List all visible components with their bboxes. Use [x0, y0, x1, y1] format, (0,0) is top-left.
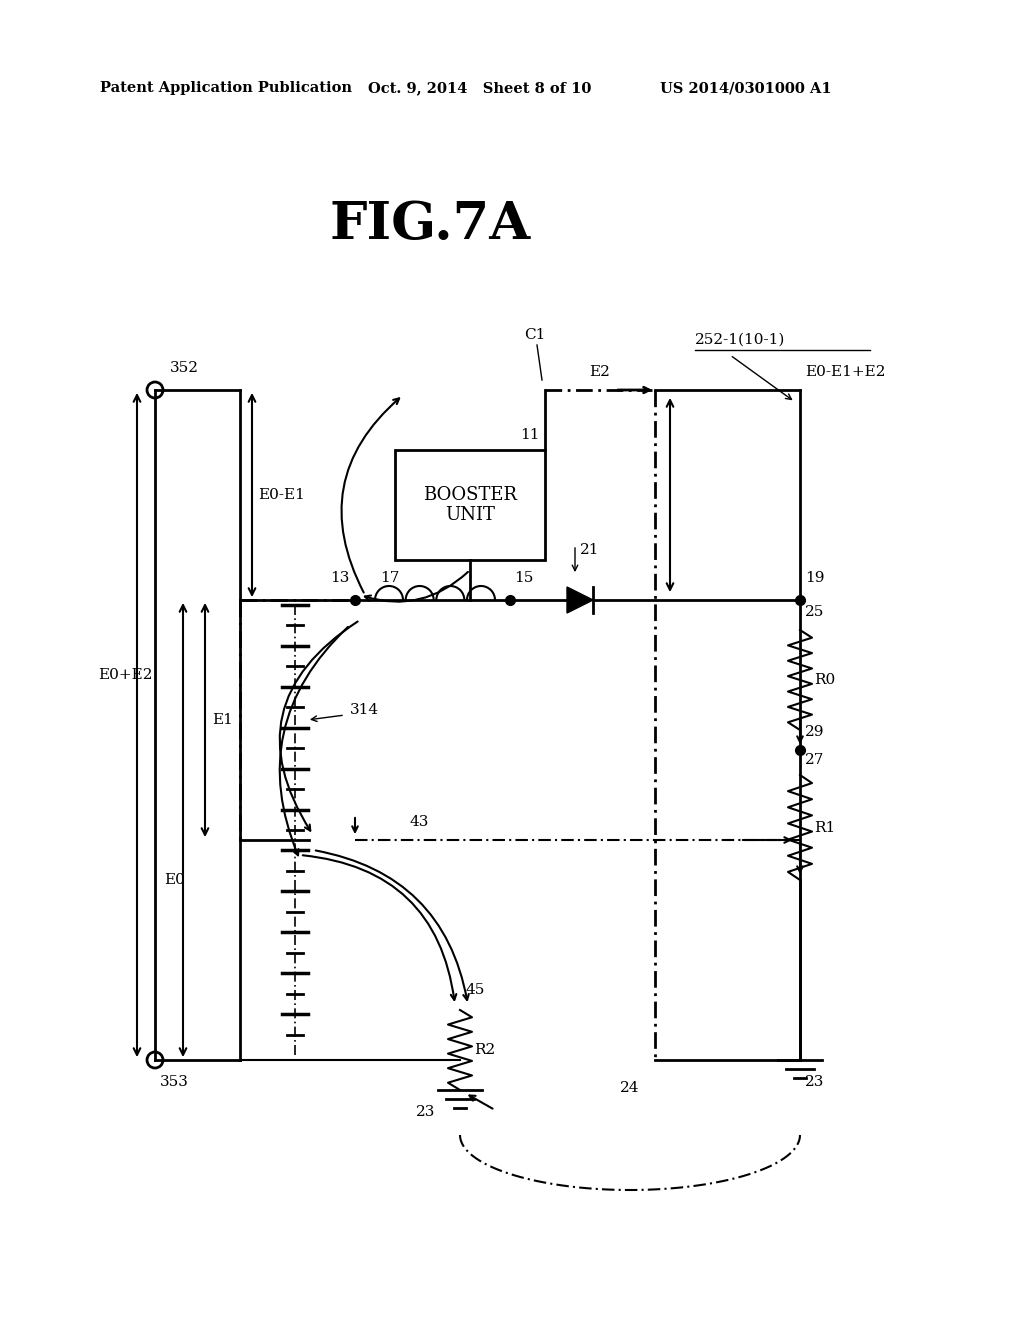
- Text: 23: 23: [805, 1074, 824, 1089]
- Text: 314: 314: [350, 704, 379, 717]
- Text: 11: 11: [520, 428, 540, 442]
- Text: Patent Application Publication: Patent Application Publication: [100, 81, 352, 95]
- Text: 23: 23: [416, 1105, 435, 1119]
- Text: E0: E0: [165, 873, 185, 887]
- Text: 21: 21: [580, 543, 599, 557]
- Text: 17: 17: [380, 572, 399, 585]
- Text: E0+E2: E0+E2: [97, 668, 153, 682]
- Text: 252-1(10-1): 252-1(10-1): [695, 333, 785, 347]
- Text: C1: C1: [524, 327, 546, 342]
- Text: R2: R2: [474, 1043, 496, 1057]
- Text: 29: 29: [805, 725, 824, 739]
- Text: 352: 352: [170, 360, 199, 375]
- Text: US 2014/0301000 A1: US 2014/0301000 A1: [660, 81, 831, 95]
- Text: 24: 24: [621, 1081, 640, 1096]
- Text: E2: E2: [590, 366, 610, 379]
- Text: 25: 25: [805, 605, 824, 619]
- Text: 43: 43: [410, 814, 429, 829]
- Text: E0-E1: E0-E1: [258, 488, 305, 502]
- Polygon shape: [567, 587, 593, 612]
- Text: E1: E1: [212, 713, 232, 727]
- Text: E0-E1+E2: E0-E1+E2: [805, 366, 886, 379]
- Bar: [395, 450, 545, 560]
- Text: 15: 15: [514, 572, 534, 585]
- Text: R0: R0: [814, 673, 836, 686]
- Text: 27: 27: [805, 752, 824, 767]
- Text: 13: 13: [331, 572, 350, 585]
- Text: BOOSTER
UNIT: BOOSTER UNIT: [423, 486, 517, 524]
- Text: 19: 19: [805, 572, 824, 585]
- Text: 45: 45: [465, 983, 484, 997]
- Text: Oct. 9, 2014   Sheet 8 of 10: Oct. 9, 2014 Sheet 8 of 10: [368, 81, 592, 95]
- Text: R1: R1: [814, 821, 836, 834]
- Text: 353: 353: [160, 1074, 188, 1089]
- Text: FIG.7A: FIG.7A: [330, 199, 530, 251]
